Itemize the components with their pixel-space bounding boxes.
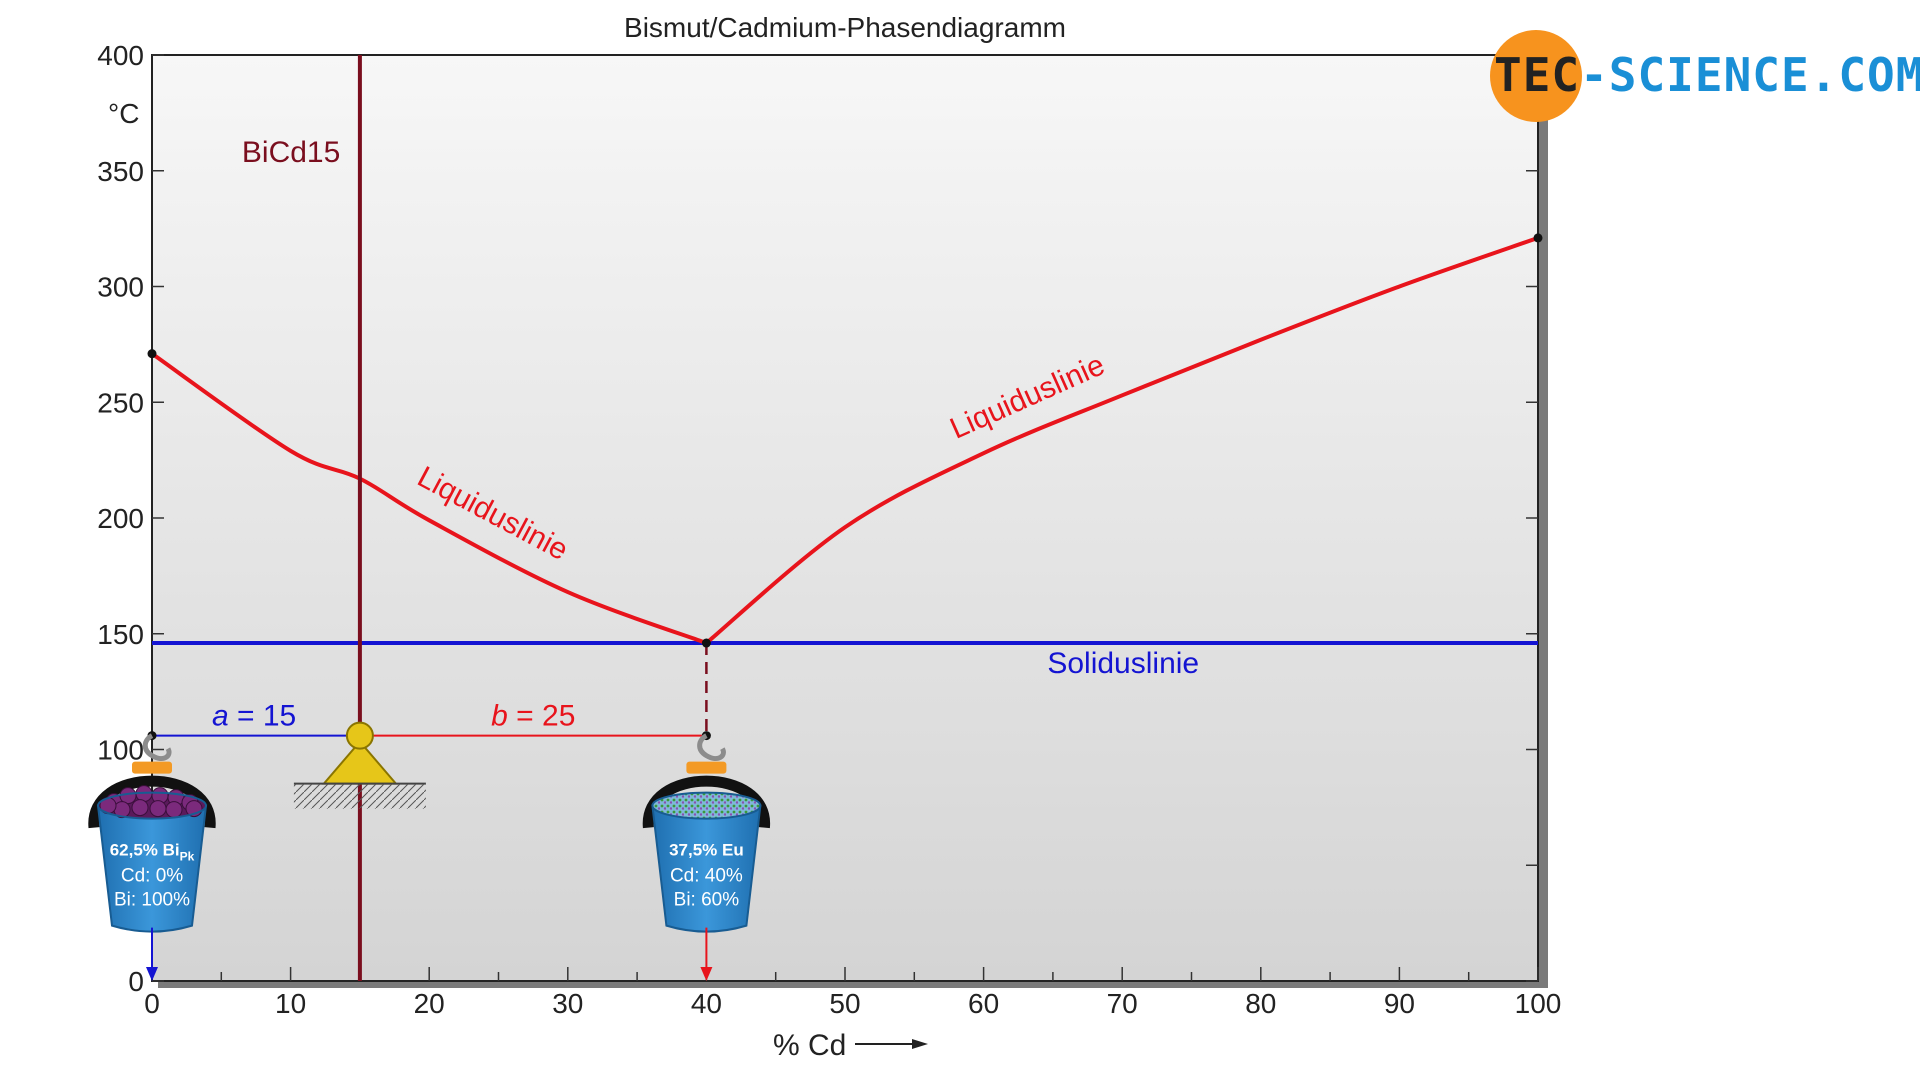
y-tick-label: 250 [97,387,144,418]
liquidus-line-right [705,235,1539,645]
y-tick-label: 0 [128,966,144,997]
logo-text: TEC-SCIENCE.COM [1494,48,1920,102]
force-arrow-left [146,927,158,981]
y-tick-label: 350 [97,156,144,187]
solidus-label: Soliduslinie [1047,647,1199,680]
bucket-right-line3: Bi: 60% [674,890,740,911]
lever-b-label: b = 25 [491,700,575,733]
x-tick-label: 20 [414,988,445,1019]
bucket-right-icon: 37,5% Eu Cd: 40% Bi: 60% [642,733,770,933]
x-tick-label: 40 [691,988,722,1019]
logo-text-part2: -SCIENCE.COM [1580,48,1920,102]
bucket-left-line3: Bi: 100% [114,890,190,911]
x-tick-label: 100 [1515,988,1562,1019]
x-axis-arrow [855,1039,928,1049]
x-tick-label: 80 [1245,988,1276,1019]
x-axis-ticks: 0 10 20 30 40 50 60 70 80 90 100 [144,967,1561,1019]
x-tick-label: 60 [968,988,999,1019]
x-tick-label: 30 [552,988,583,1019]
logo-text-part1: TEC [1494,48,1581,102]
force-arrow-right [700,927,713,981]
x-tick-label: 10 [275,988,306,1019]
chart-title: Bismut/Cadmium-Phasendiagramm [624,12,1066,43]
y-tick-label: 150 [97,619,144,650]
curve-marker [1533,233,1543,243]
y-axis-unit: °C [108,98,139,129]
x-tick-label: 0 [144,988,160,1019]
y-tick-label: 300 [97,272,144,303]
bucket-left-icon: 62,5% BiPk Cd: 0% Bi: 100% [88,733,216,933]
alloy-label: BiCd15 [242,136,340,169]
y-axis-ticks: 0 100 150 200 250 300 350 400 [97,40,1538,997]
bucket-left-line2: Cd: 0% [121,866,183,887]
liquidus-line-left [150,351,708,645]
curve-marker [147,349,157,359]
bucket-right-line1: 37,5% Eu [669,841,744,860]
bucket-right-line2: Cd: 40% [670,866,743,887]
y-tick-label: 100 [97,735,144,766]
lever-a-label: a = 15 [212,700,296,733]
x-tick-label: 50 [829,988,860,1019]
curve-marker [701,638,711,648]
logo-circle-icon [1490,30,1582,122]
bucket-left-line1: 62,5% BiPk [110,841,195,864]
fulcrum-icon [293,721,426,809]
y-tick-label: 200 [97,503,144,534]
plot-area [151,54,1539,982]
x-tick-label: 70 [1107,988,1138,1019]
x-tick-label: 90 [1384,988,1415,1019]
logo: TEC-SCIENCE.COM [1480,30,1920,122]
x-axis-label: % Cd [773,1029,846,1062]
y-tick-label: 400 [97,40,144,71]
